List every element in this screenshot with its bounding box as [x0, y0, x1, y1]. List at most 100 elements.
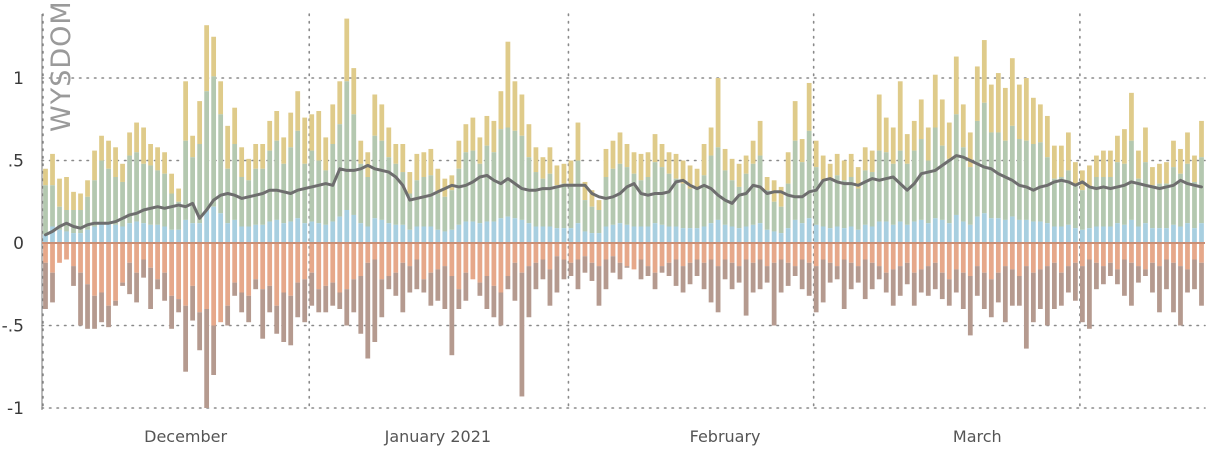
- bar-positive-base: [141, 223, 146, 243]
- bar-positive-top: [561, 163, 567, 184]
- bar-positive-top: [57, 178, 62, 207]
- bar-positive-mid: [176, 201, 181, 230]
- bar-positive-base: [113, 224, 118, 243]
- bar-positive-mid: [715, 147, 721, 220]
- bar-positive-mid: [561, 183, 567, 229]
- bar-positive-mid: [624, 167, 630, 225]
- bar-negative-tail: [267, 285, 273, 313]
- bar-positive-top: [526, 124, 532, 158]
- bar-negative-tail: [792, 266, 798, 276]
- bar-positive-base: [729, 226, 735, 243]
- bar-positive-mid: [750, 163, 756, 225]
- bar-positive-mid: [582, 200, 588, 232]
- bar-positive-mid: [701, 175, 707, 227]
- bar-positive-mid: [225, 168, 231, 224]
- bar-negative-base: [757, 243, 763, 260]
- bar-positive-mid: [1192, 181, 1197, 229]
- bar-positive-top: [106, 140, 111, 169]
- bar-positive-top: [127, 132, 132, 156]
- bar-negative-base: [680, 243, 686, 267]
- bar-negative-base: [351, 243, 357, 280]
- bar-positive-mid: [568, 183, 574, 229]
- bar-positive-base: [1080, 229, 1085, 243]
- bar-positive-base: [50, 226, 55, 243]
- bar-positive-mid: [960, 147, 966, 222]
- bar-negative-tail: [624, 266, 630, 268]
- bar-positive-top: [1185, 132, 1190, 164]
- bar-negative-tail: [820, 259, 826, 303]
- bar-negative-tail: [533, 262, 539, 290]
- bar-negative-base: [666, 243, 672, 263]
- bar-negative-tail: [939, 272, 945, 300]
- bar-negative-tail: [806, 262, 812, 296]
- bar-negative-tail: [841, 259, 847, 309]
- bar-positive-top: [78, 193, 83, 210]
- bar-positive-top: [1122, 129, 1127, 164]
- bar-negative-tail: [211, 325, 217, 375]
- bar-positive-base: [1073, 228, 1078, 243]
- bar-positive-top: [1199, 120, 1204, 158]
- bar-negative-base: [743, 243, 749, 260]
- bar-positive-top: [162, 152, 167, 174]
- bar-positive-base: [750, 224, 756, 243]
- bar-negative-tail: [540, 259, 546, 280]
- bar-negative-base: [316, 243, 322, 290]
- bar-positive-mid: [1101, 177, 1106, 227]
- bar-positive-top: [379, 104, 385, 141]
- bar-positive-top: [603, 148, 609, 177]
- bar-positive-mid: [442, 196, 448, 232]
- bar-positive-mid: [470, 150, 476, 222]
- bar-negative-base: [911, 243, 917, 273]
- bar-positive-base: [876, 221, 882, 243]
- bar-negative-base: [806, 243, 812, 263]
- bar-positive-base: [183, 219, 189, 243]
- bar-negative-tail: [827, 262, 833, 283]
- bar-positive-base: [617, 223, 623, 243]
- bar-positive-mid: [645, 177, 651, 227]
- bar-positive-base: [1164, 228, 1169, 243]
- bar-positive-mid: [113, 177, 118, 225]
- bar-positive-top: [708, 127, 714, 156]
- bar-positive-base: [890, 224, 896, 243]
- bar-negative-tail: [372, 259, 378, 342]
- bar-negative-tail: [120, 282, 125, 286]
- bar-negative-tail: [736, 266, 742, 283]
- bar-positive-base: [841, 228, 847, 243]
- bar-positive-base: [596, 233, 602, 243]
- bar-positive-base: [1030, 221, 1036, 243]
- bar-positive-base: [568, 228, 574, 243]
- bar-negative-base: [645, 243, 651, 267]
- bar-positive-mid: [344, 81, 350, 210]
- bar-positive-top: [869, 150, 875, 173]
- bar-positive-mid: [631, 173, 637, 227]
- bar-negative-base: [183, 243, 189, 306]
- bar-negative-tail: [680, 266, 686, 293]
- bar-positive-mid: [1171, 167, 1176, 225]
- bar-positive-mid: [533, 172, 539, 227]
- bar-positive-base: [1178, 226, 1183, 243]
- bar-negative-tail: [981, 272, 987, 309]
- bar-positive-mid: [512, 130, 518, 219]
- bar-positive-mid: [820, 180, 826, 227]
- bar-positive-top: [1115, 135, 1120, 163]
- bar-negative-base: [176, 243, 181, 300]
- bar-negative-tail: [554, 256, 560, 293]
- bar-positive-top: [988, 84, 994, 133]
- bar-positive-top: [239, 147, 245, 177]
- bar-positive-top: [498, 91, 504, 130]
- bar-positive-base: [1037, 221, 1043, 243]
- bar-negative-base: [764, 243, 770, 267]
- bar-positive-mid: [1108, 177, 1113, 227]
- bar-positive-top: [218, 81, 224, 115]
- bar-positive-top: [575, 122, 581, 161]
- bar-negative-tail: [862, 259, 868, 300]
- bar-negative-base: [750, 243, 756, 263]
- bar-positive-top: [967, 132, 973, 168]
- bar-positive-top: [1178, 148, 1183, 174]
- bar-positive-base: [1185, 223, 1190, 243]
- bar-positive-mid: [498, 129, 504, 219]
- bar-positive-base: [78, 233, 83, 243]
- bar-negative-base: [267, 243, 273, 286]
- bar-positive-top: [281, 137, 287, 164]
- bar-positive-top: [50, 153, 55, 186]
